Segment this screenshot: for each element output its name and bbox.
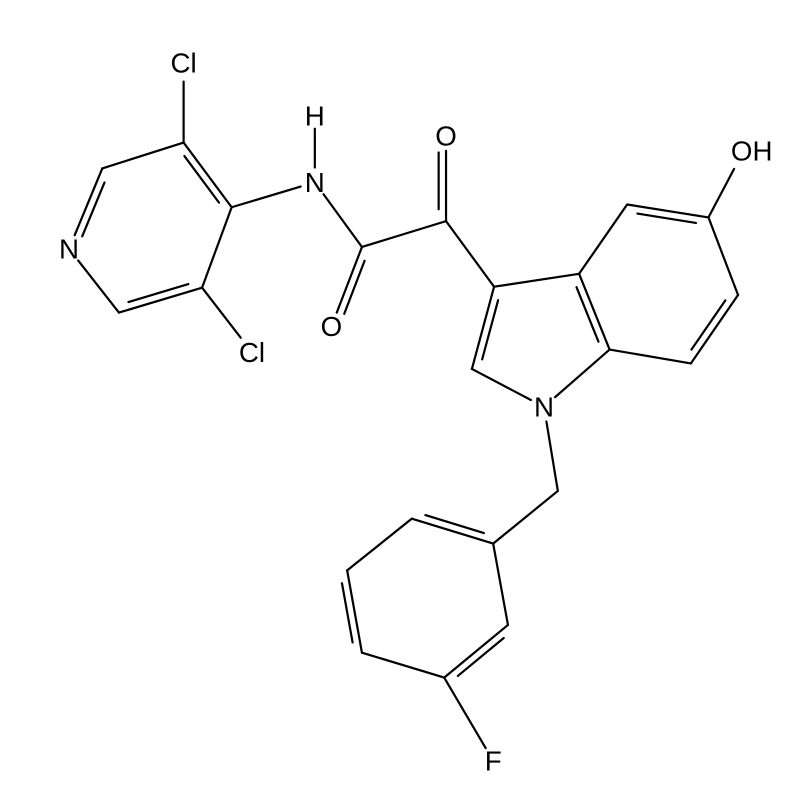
atom-label-N_pyr: N bbox=[59, 233, 79, 264]
bond bbox=[202, 288, 241, 338]
bond bbox=[708, 217, 738, 295]
bond bbox=[425, 515, 484, 533]
bond bbox=[102, 143, 183, 169]
bond bbox=[232, 187, 301, 208]
bond bbox=[444, 625, 508, 678]
molecule-diagram: N Cl Cl N H O O N F OH bbox=[0, 0, 800, 800]
bond bbox=[128, 284, 188, 302]
bond bbox=[493, 491, 558, 544]
bond bbox=[579, 204, 627, 273]
bond bbox=[347, 570, 362, 652]
bond bbox=[472, 369, 531, 400]
bond bbox=[555, 350, 609, 398]
atom-label-O_oh: OH bbox=[731, 135, 773, 166]
atom-label-N_ind: N bbox=[534, 391, 554, 422]
bond bbox=[78, 260, 119, 312]
bond bbox=[75, 168, 103, 235]
bond bbox=[494, 274, 579, 287]
bond bbox=[446, 221, 494, 287]
bond bbox=[324, 194, 362, 247]
bond bbox=[708, 169, 734, 218]
atom-label-O_keto: O bbox=[435, 121, 457, 152]
bond bbox=[184, 143, 232, 208]
bond bbox=[610, 350, 691, 364]
bond bbox=[627, 204, 708, 217]
bond bbox=[458, 638, 504, 676]
atom-label-F: F bbox=[485, 745, 502, 776]
bond bbox=[579, 274, 609, 350]
atom-label-O_amide: O bbox=[321, 311, 343, 342]
bond bbox=[493, 544, 508, 625]
bond bbox=[482, 300, 498, 359]
bond bbox=[362, 221, 446, 247]
atom-label-H_amide: H bbox=[305, 100, 325, 131]
atom-label-Cl_top: Cl bbox=[171, 48, 197, 79]
bond bbox=[444, 678, 485, 748]
bond bbox=[691, 295, 738, 363]
bond bbox=[202, 207, 232, 287]
bond bbox=[546, 421, 557, 491]
bond bbox=[347, 519, 412, 571]
bond bbox=[691, 300, 725, 349]
atom-label-Cl_bot: Cl bbox=[239, 337, 265, 368]
atom-label-N_amide: N bbox=[305, 167, 325, 198]
bond bbox=[184, 156, 219, 203]
bond bbox=[362, 653, 444, 678]
